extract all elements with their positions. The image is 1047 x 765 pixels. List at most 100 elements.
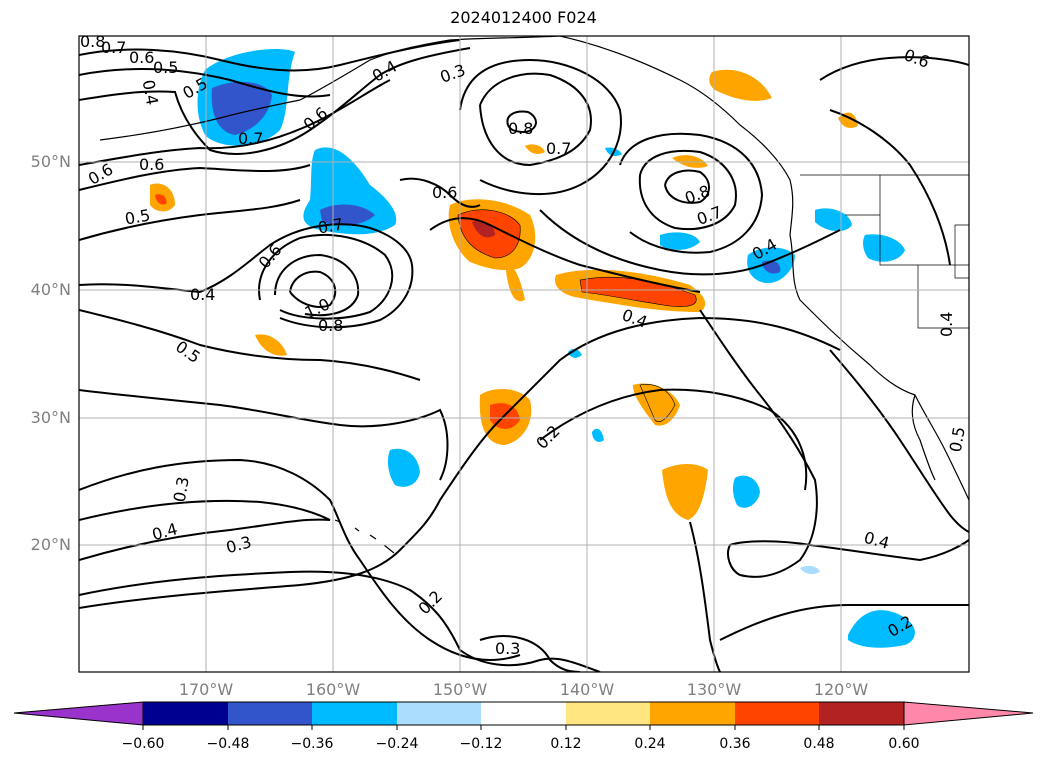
contour-line	[258, 233, 394, 320]
contour-line	[829, 349, 969, 533]
contour-label: 0.2	[415, 587, 446, 618]
anomaly-blob	[592, 428, 604, 443]
shaded-anomalies	[150, 49, 915, 648]
contour-line	[79, 518, 331, 561]
anomaly-blob	[800, 565, 820, 575]
contour-label: 0.4	[190, 285, 215, 304]
colorbar-tick-label: 0.48	[803, 736, 835, 752]
contour-label: 0.8	[80, 32, 105, 51]
lat-label-30n: 30°N	[30, 408, 71, 427]
anomaly-blob	[387, 448, 420, 487]
contour-line	[539, 388, 808, 491]
coastline-hawaii	[334, 519, 395, 554]
colorbar-tick-label: −0.36	[290, 736, 334, 752]
contour-line	[79, 499, 331, 521]
contour-label: 0.6	[432, 183, 457, 202]
contour-label: 0.7	[546, 139, 571, 158]
colorbar-tick-label: −0.24	[375, 736, 419, 752]
anomaly-blob	[662, 464, 708, 520]
colorbar-segment	[566, 702, 650, 725]
gridlines	[79, 36, 969, 672]
anomaly-blob	[320, 204, 375, 226]
colorbar-tick-label: −0.60	[121, 736, 165, 752]
contour-label: 0.6	[300, 103, 332, 134]
colorbar-tick-label: −0.12	[459, 736, 503, 752]
colorbar-max-arrow	[903, 701, 1034, 726]
colorbar-tick-label: 0.12	[550, 736, 582, 752]
lon-label-160w: 160°W	[305, 680, 361, 699]
contour-line	[619, 132, 764, 254]
contour-line	[79, 47, 471, 155]
contour-label: 0.6	[129, 48, 154, 67]
anomaly-outline	[639, 384, 676, 422]
colorbar-segment	[481, 702, 566, 725]
contour-line	[359, 559, 521, 661]
contour-label: 0.4	[150, 519, 180, 544]
anomaly-outlines	[457, 209, 697, 422]
contour-line	[819, 56, 969, 81]
anomaly-blob	[848, 610, 915, 648]
lat-label-20n: 20°N	[30, 535, 71, 554]
colorbar-segment	[650, 702, 735, 725]
lat-label-50n: 50°N	[30, 152, 71, 171]
contour-label: 0.6	[902, 45, 932, 72]
contour-line	[79, 39, 461, 72]
borders	[800, 174, 969, 329]
contour-label: 0.5	[946, 425, 969, 453]
border-states	[845, 175, 969, 329]
contour-line	[79, 223, 414, 329]
lat-label-40n: 40°N	[30, 280, 71, 299]
contour-line	[79, 68, 331, 98]
anomaly-blob	[709, 69, 772, 101]
map-frame	[78, 35, 970, 673]
lon-label-150w: 150°W	[432, 680, 488, 699]
contour-line	[506, 110, 537, 134]
anomaly-blob	[505, 262, 525, 302]
contour-line	[699, 309, 969, 578]
contour-label: 0.4	[862, 528, 892, 553]
contour-line	[79, 458, 361, 561]
contour-label: 0.3	[170, 475, 193, 503]
contour-line	[79, 570, 601, 672]
anomaly-blob	[815, 208, 852, 232]
anomaly-blob	[732, 475, 760, 508]
coastline-baja	[911, 394, 936, 481]
contour-line	[459, 58, 622, 195]
contour-line	[79, 309, 421, 381]
map-title: 2024012400 F024	[450, 8, 597, 27]
lon-label-130w: 130°W	[686, 680, 742, 699]
colorbar-segment	[819, 702, 904, 725]
colorbar-segment	[312, 702, 397, 725]
contour-line	[79, 389, 449, 481]
anomaly-outline	[579, 276, 697, 307]
anomaly-blob	[255, 334, 287, 356]
contour-label: 0.8	[318, 316, 343, 335]
contour-label: 0.6	[255, 240, 286, 272]
colorbar-tick-label: 0.24	[634, 736, 666, 752]
contour-label: 0.7	[238, 129, 263, 148]
contour-line	[79, 164, 311, 191]
contour-label: 0.8	[508, 119, 533, 138]
contour-line	[399, 177, 481, 208]
anomaly-blob	[580, 277, 697, 307]
contour-label: 0.7	[101, 38, 126, 57]
contour-label: 0.4	[620, 305, 650, 332]
anomaly-blob	[863, 234, 905, 262]
contour-label: 0.6	[139, 155, 164, 174]
colorbar-frame	[142, 701, 905, 726]
contour-line	[719, 603, 969, 641]
contour-label: 0.5	[123, 205, 151, 228]
anomaly-blob	[660, 232, 700, 250]
coastline-north-america	[559, 36, 969, 501]
contour-line	[829, 109, 951, 266]
colorbar-tick-label: 0.36	[719, 736, 751, 752]
colorbar-min-arrow	[13, 701, 144, 726]
contour-line	[539, 209, 841, 276]
anomaly-blob	[838, 112, 858, 128]
colorbar	[13, 701, 1034, 730]
anomaly-blob	[211, 81, 272, 135]
contours	[79, 39, 969, 672]
colorbar-tick-label: −0.48	[206, 736, 250, 752]
lon-label-140w: 140°W	[559, 680, 615, 699]
